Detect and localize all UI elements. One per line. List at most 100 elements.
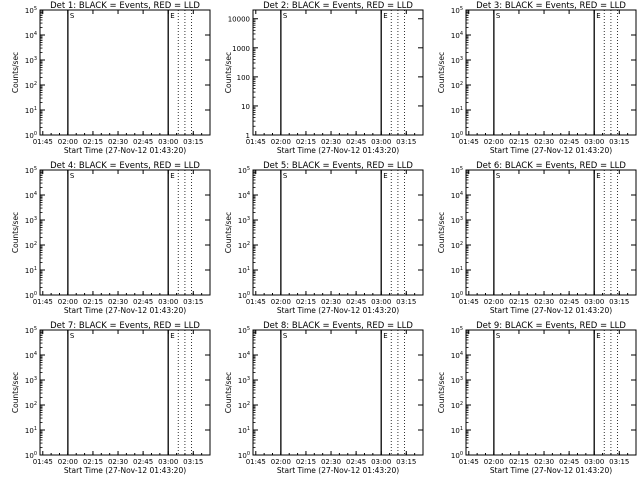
x-tick-label: 01:45 xyxy=(246,458,266,466)
y-tick-label: 104 xyxy=(25,351,37,360)
plot-frame xyxy=(465,329,637,456)
x-tick-label: 03:00 xyxy=(158,138,178,146)
y-tick-label: 102 xyxy=(451,241,463,250)
x-tick-label: 03:15 xyxy=(396,458,416,466)
x-tick-label: 03:00 xyxy=(158,298,178,306)
y-tick-label: 103 xyxy=(451,56,463,65)
y-tick-label: 102 xyxy=(25,401,37,410)
x-tick-label: 02:30 xyxy=(108,458,128,466)
y-tick-label: 105 xyxy=(25,6,37,15)
y-axis-label: Counts/sec xyxy=(224,372,233,413)
y-tick-label-base: 10 xyxy=(451,267,460,275)
plot-frame xyxy=(465,169,637,296)
y-tick-label: 104 xyxy=(451,351,463,360)
x-axis-label: Start Time (27-Nov-12 01:43:20) xyxy=(277,466,399,475)
x-tick-label: 02:00 xyxy=(271,138,291,146)
y-tick-label: 104 xyxy=(25,191,37,200)
y-tick-label-exp: 1 xyxy=(460,106,463,112)
y-tick-label-base: 10 xyxy=(451,377,460,385)
y-tick-label-exp: 0 xyxy=(460,291,463,297)
y-axis-label: Counts/sec xyxy=(11,372,20,413)
y-tick-label: 100 xyxy=(25,451,37,460)
marker-label-start: S xyxy=(70,172,75,180)
y-tick-label-exp: 0 xyxy=(460,131,463,137)
y-tick-label-base: 10 xyxy=(451,427,460,435)
y-tick-label-base: 10 xyxy=(25,82,34,90)
x-tick-label: 02:00 xyxy=(484,458,504,466)
x-tick-label: 02:15 xyxy=(83,458,103,466)
y-tick-label-exp: 4 xyxy=(34,351,37,357)
y-tick-label: 101 xyxy=(25,266,37,275)
y-tick-label-exp: 0 xyxy=(34,131,37,137)
x-tick-label: 02:30 xyxy=(321,298,341,306)
y-tick-label-base: 10 xyxy=(451,167,460,175)
y-tick-label: 100 xyxy=(451,291,463,300)
x-tick-label: 03:00 xyxy=(584,138,604,146)
y-tick-label-exp: 0 xyxy=(247,291,250,297)
y-tick-label-base: 10 xyxy=(451,452,460,460)
x-tick-label: 01:45 xyxy=(33,298,53,306)
y-tick-label: 105 xyxy=(238,326,250,335)
y-tick-label-base: 10 xyxy=(238,217,247,225)
y-tick-label-exp: 4 xyxy=(460,191,463,197)
x-tick-label: 01:45 xyxy=(459,298,479,306)
y-tick-label-base: 10 xyxy=(238,192,247,200)
y-tick-label-base: 10 xyxy=(25,402,34,410)
y-tick-label-exp: 4 xyxy=(34,31,37,37)
x-tick-label: 02:45 xyxy=(133,298,153,306)
y-tick-label-exp: 5 xyxy=(247,166,250,172)
y-tick-label-exp: 1 xyxy=(247,426,250,432)
y-tick-label-exp: 0 xyxy=(34,291,37,297)
y-tick-label-exp: 5 xyxy=(460,166,463,172)
y-tick-label-exp: 5 xyxy=(247,326,250,332)
x-tick-label: 02:45 xyxy=(559,298,579,306)
marker-label-end: E xyxy=(596,172,600,180)
plot-frame xyxy=(39,329,211,456)
y-tick-label-exp: 0 xyxy=(460,451,463,457)
y-tick-label-exp: 1 xyxy=(34,266,37,272)
y-tick-label: 105 xyxy=(451,6,463,15)
panel-title: Det 4: BLACK = Events, RED = LLD xyxy=(50,161,200,171)
y-axis-label: Counts/sec xyxy=(437,212,446,253)
y-tick-label-exp: 3 xyxy=(247,216,250,222)
x-tick-label: 01:45 xyxy=(246,138,266,146)
marker-label-start: S xyxy=(70,12,75,20)
panel-title: Det 1: BLACK = Events, RED = LLD xyxy=(50,1,200,11)
panel-title: Det 5: BLACK = Events, RED = LLD xyxy=(263,161,413,171)
y-tick-label-base: 10 xyxy=(451,107,460,115)
y-tick-label-base: 10 xyxy=(451,242,460,250)
x-tick-label: 02:15 xyxy=(296,138,316,146)
y-tick-label: 103 xyxy=(25,376,37,385)
y-tick-label: 103 xyxy=(451,376,463,385)
x-tick-label: 02:45 xyxy=(559,458,579,466)
panel-det-3: Det 3: BLACK = Events, RED = LLD 01:45 02:… xyxy=(437,1,637,155)
x-tick-label: 01:45 xyxy=(33,138,53,146)
y-tick-label-exp: 3 xyxy=(247,376,250,382)
x-tick-label: 02:00 xyxy=(58,458,78,466)
x-tick-label: 03:15 xyxy=(609,298,629,306)
plot-frame xyxy=(465,9,637,136)
x-tick-label: 03:00 xyxy=(371,298,391,306)
y-tick-label-base: 10 xyxy=(451,82,460,90)
y-axis-label: Counts/sec xyxy=(437,372,446,413)
y-tick-label-exp: 5 xyxy=(34,166,37,172)
y-tick-label-base: 10 xyxy=(25,32,34,40)
y-axis-label: Counts/sec xyxy=(437,52,446,93)
y-tick-label: 10000 xyxy=(228,16,250,24)
x-tick-label: 02:00 xyxy=(58,298,78,306)
y-tick-label-base: 10 xyxy=(25,327,34,335)
panel-title: Det 7: BLACK = Events, RED = LLD xyxy=(50,321,200,331)
y-tick-label: 105 xyxy=(238,166,250,175)
x-axis-label: Start Time (27-Nov-12 01:43:20) xyxy=(277,306,399,315)
y-tick-label-exp: 4 xyxy=(460,31,463,37)
y-tick-label-base: 10 xyxy=(451,192,460,200)
y-tick-label-base: 10 xyxy=(25,267,34,275)
x-tick-label: 02:30 xyxy=(108,138,128,146)
y-tick-label-base: 10 xyxy=(25,217,34,225)
x-tick-label: 03:00 xyxy=(371,458,391,466)
x-tick-label: 02:15 xyxy=(83,138,103,146)
y-tick-label: 104 xyxy=(451,31,463,40)
y-tick-label: 104 xyxy=(238,351,250,360)
y-tick-label-base: 10 xyxy=(238,402,247,410)
y-tick-label-base: 10 xyxy=(25,192,34,200)
